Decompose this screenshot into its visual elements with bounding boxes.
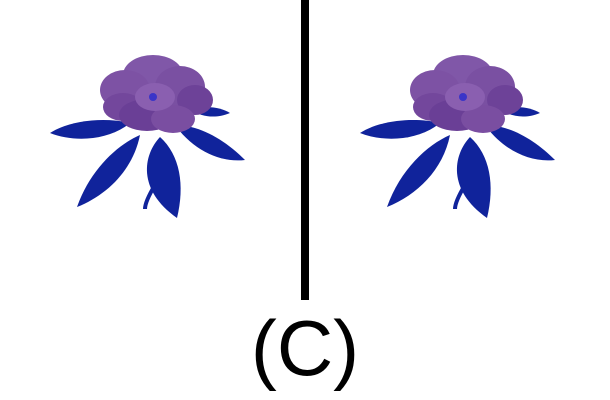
purple-flower-icon bbox=[48, 53, 247, 220]
panel-divider bbox=[301, 0, 309, 300]
option-label: (C) bbox=[250, 304, 360, 392]
purple-flower-icon bbox=[358, 53, 557, 220]
flower-image-right bbox=[355, 45, 565, 230]
flower-image-left bbox=[45, 45, 255, 230]
